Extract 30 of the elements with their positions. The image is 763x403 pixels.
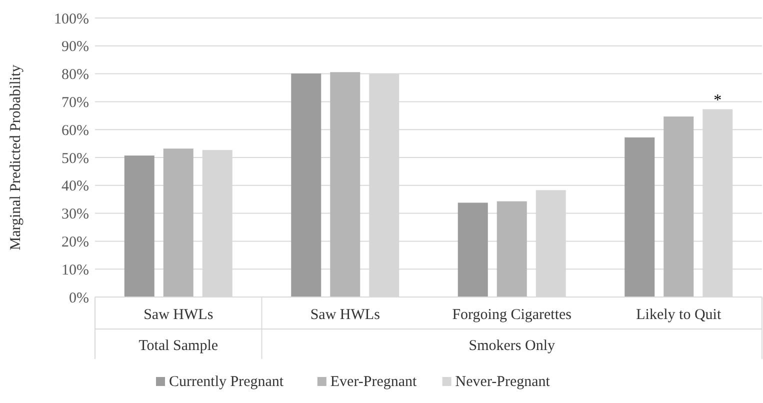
annotation: * (714, 92, 722, 110)
x-tick-label: Saw HWLs (310, 307, 380, 323)
y-tick-label: 70% (62, 94, 89, 111)
y-tick-label: 20% (62, 234, 89, 250)
bar (124, 156, 154, 297)
legend-label: Never-Pregnant (455, 374, 551, 390)
bar (664, 116, 694, 297)
y-tick-label: 50% (62, 150, 89, 167)
bar (458, 202, 488, 297)
bar (330, 72, 360, 297)
bar (291, 74, 322, 297)
x-tick-label: Forgoing Cigarettes (452, 307, 572, 323)
bar (163, 148, 194, 297)
y-tick-label: 90% (62, 39, 89, 56)
text: Total Sample (138, 338, 218, 354)
bar (624, 137, 655, 297)
y-tick-label: 10% (62, 262, 89, 278)
legend-label: Ever-Pregnant (330, 374, 418, 390)
y-axis-title: Marginal Predicted Probability (8, 64, 24, 250)
y-tick-label: 100% (54, 11, 89, 28)
x-tick-label: Saw HWLs (144, 307, 214, 323)
legend-label: Currently Pregnant (169, 374, 284, 390)
y-tick-label: 0% (69, 290, 89, 306)
text: Smokers Only (468, 338, 556, 354)
y-tick-label: 80% (62, 67, 89, 84)
x-tick-label: Likely to Quit (636, 307, 722, 323)
bar (496, 201, 527, 297)
y-tick-label: 30% (62, 206, 89, 223)
y-tick-label: 60% (62, 122, 89, 139)
y-tick-label: 40% (62, 178, 89, 195)
